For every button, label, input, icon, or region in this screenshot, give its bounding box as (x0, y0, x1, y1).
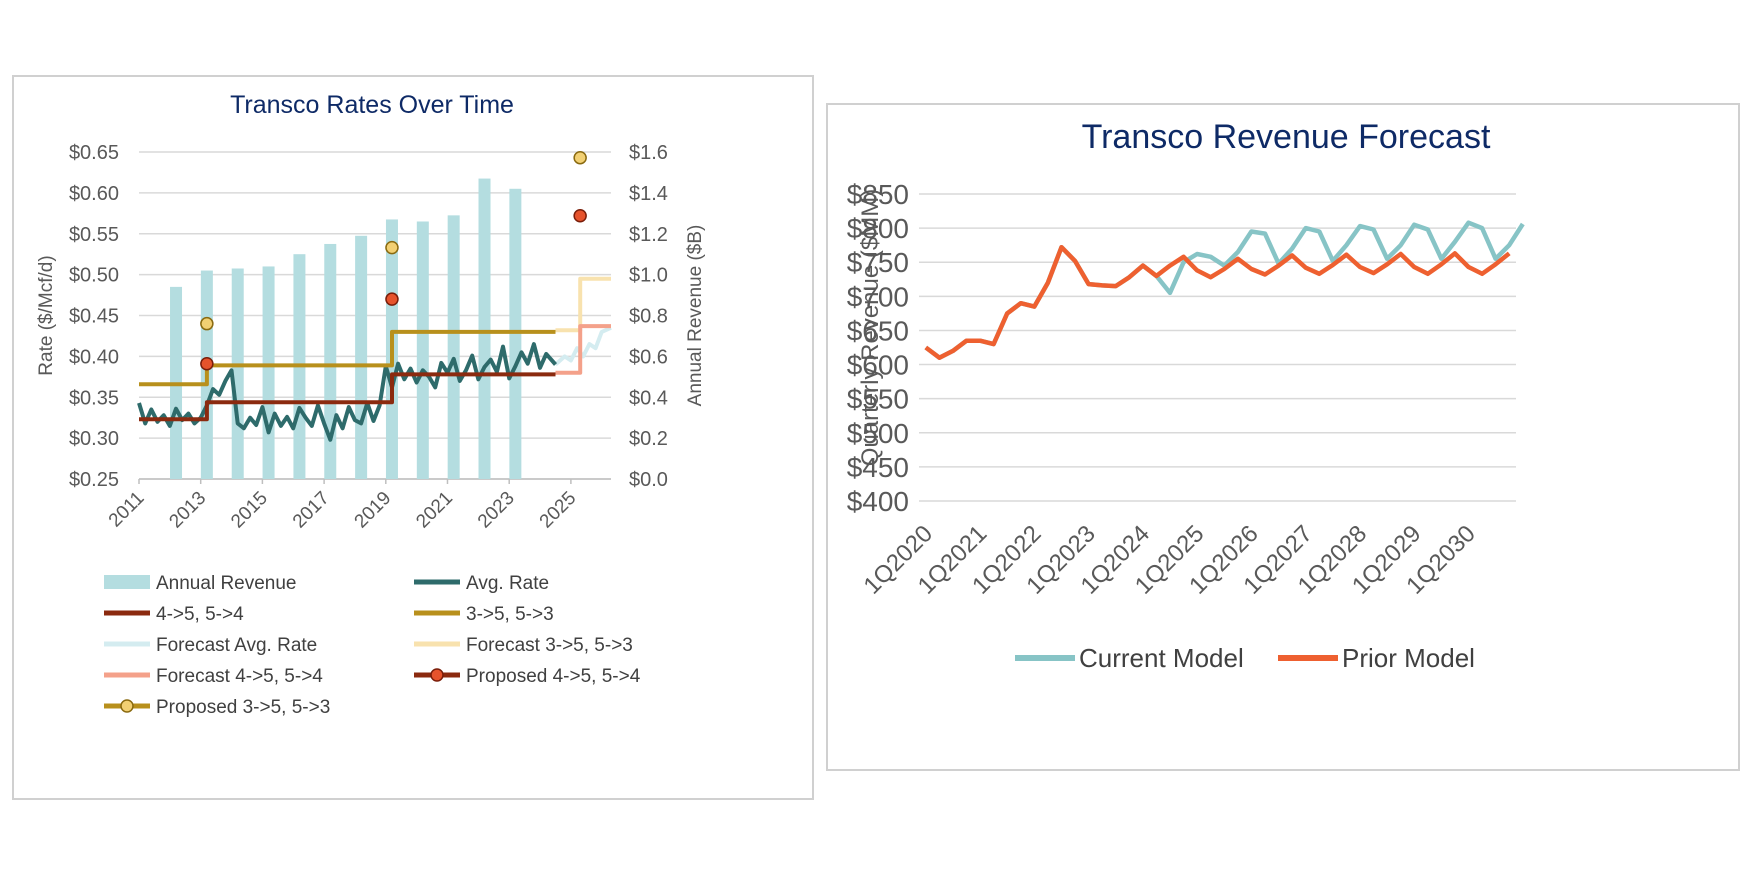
legend-label: Current Model (1079, 643, 1244, 673)
revenue-chart: Transco Revenue Forecast $400$450$500$550… (847, 118, 1525, 673)
legend-marker (120, 699, 134, 713)
legend-label: Forecast 4->5, 5->4 (156, 666, 323, 687)
y2-tick-label: $0.8 (629, 306, 668, 328)
legend-label: Forecast 3->5, 5->3 (466, 635, 633, 656)
chart-title: Transco Revenue Forecast (1082, 118, 1491, 156)
y-tick-label: $0.50 (69, 265, 119, 287)
proposed-4-5-point (200, 356, 214, 371)
y-tick-label: $850 (847, 179, 909, 210)
y-tick-label: $0.55 (69, 224, 119, 246)
legend-swatch (104, 575, 150, 589)
x-tick-label: 2025 (536, 488, 581, 533)
y-tick-label: $0.45 (69, 306, 119, 328)
y-axis-label: Rate ($/Mcf/d) (36, 255, 57, 375)
y-tick-label: $0.60 (69, 183, 119, 205)
x-tick-label: 2017 (289, 488, 334, 533)
y2-tick-label: $1.6 (629, 142, 668, 164)
forecast-3-5-line (555, 276, 611, 333)
prior-model-line (924, 244, 1511, 360)
revenue-chart-panel: Transco Revenue Forecast $400 $450 $500 $550… (826, 103, 1740, 771)
legend-label: Forecast Avg. Rate (156, 635, 317, 656)
y-tick-label: $0.40 (69, 346, 119, 368)
y-tick-label: $800 (847, 213, 909, 244)
y2-tick-label: $0.0 (629, 469, 668, 491)
revenue-bar (324, 243, 337, 479)
legend-label: Prior Model (1342, 643, 1475, 673)
legend-label: 4->5, 5->4 (156, 604, 244, 625)
legend-label: Annual Revenue (156, 573, 297, 594)
legend-label: Proposed 4->5, 5->4 (466, 666, 641, 687)
legend-label: Avg. Rate (466, 573, 549, 594)
x-tick-label: 2013 (165, 488, 210, 533)
legend-label: 3->5, 5->3 (466, 604, 554, 625)
proposed-3-5-point (200, 316, 214, 331)
y2-tick-label: $1.0 (629, 265, 668, 287)
x-tick-label: 2011 (105, 488, 149, 532)
y-tick-label: $500 (847, 418, 909, 449)
legend-marker (430, 668, 444, 682)
y-tick-label: $0.30 (69, 428, 119, 450)
rates-chart: Transco Rates Over Time $0.25 $0.0 $0.30 $0.… (36, 91, 706, 718)
y2-axis-label: Annual Revenue ($B) (685, 225, 706, 407)
y2-tick-label: $1.4 (629, 183, 668, 205)
y-tick-label: $0.35 (69, 387, 119, 409)
y2-tick-label: $0.4 (629, 387, 668, 409)
x-tick-label: 2021 (412, 488, 457, 533)
y-tick-label: $0.25 (69, 469, 119, 491)
y-tick-label: $0.65 (69, 142, 119, 164)
x-tick-label: 2015 (227, 488, 272, 533)
proposed-3-5-point (385, 240, 399, 255)
proposed-3-5-point (573, 150, 587, 165)
current-model-line (924, 220, 1525, 360)
proposed-4-5-point (385, 292, 399, 306)
revenue-bar (447, 215, 460, 479)
x-tick-label: 2019 (351, 488, 396, 533)
forecast-avg-rate-line (554, 325, 612, 367)
chart-title: Transco Rates Over Time (230, 91, 514, 119)
rate-3-5-line (139, 329, 556, 387)
legend-label: Proposed 3->5, 5->3 (156, 697, 330, 718)
y-tick-label: $700 (847, 281, 909, 312)
revenue-bar (355, 235, 368, 479)
revenue-bar (262, 266, 275, 479)
y2-tick-label: $0.2 (629, 428, 668, 450)
proposed-4-5-point (573, 209, 587, 223)
rates-chart-panel: Transco Rates Over Time $0.25 $0.0 $0.30 $0.… (12, 75, 814, 800)
y-tick-label: $550 (847, 384, 909, 415)
forecast-4-5-line (555, 324, 611, 375)
y-tick-label: $400 (847, 486, 909, 517)
y2-tick-label: $1.2 (629, 224, 668, 246)
y-axis-label: Quarterly Revenue ($MM) (857, 189, 884, 466)
y-tick-label: $750 (847, 247, 909, 278)
y-tick-label: $450 (847, 452, 909, 483)
y-tick-label: $600 (847, 350, 909, 381)
revenue-bar (478, 178, 491, 479)
x-tick-label: 2023 (474, 488, 519, 533)
rate-4-5-line (139, 372, 556, 422)
y2-tick-label: $0.6 (629, 346, 668, 368)
revenue-bar (416, 221, 429, 480)
y-tick-label: $650 (847, 315, 909, 346)
